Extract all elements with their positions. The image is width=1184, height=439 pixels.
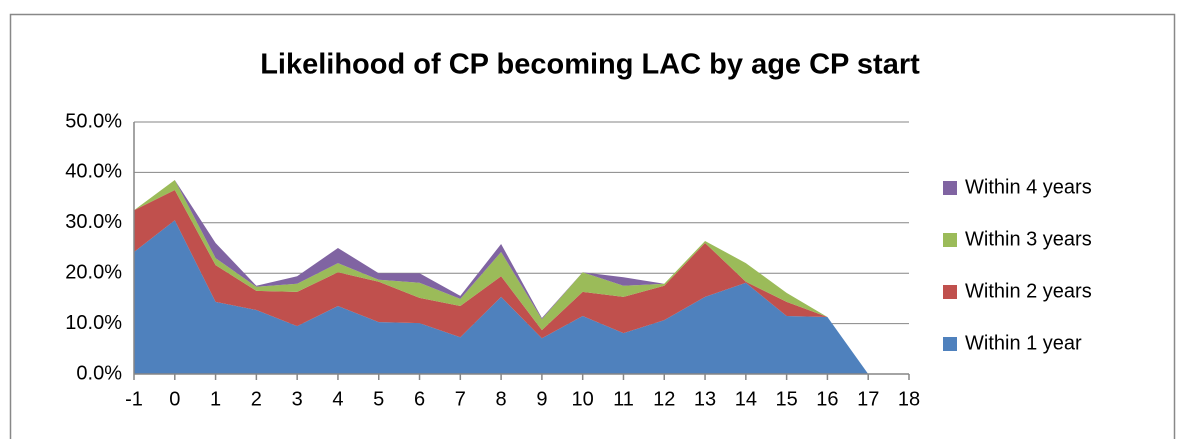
- x-tick-label: 6: [414, 388, 425, 410]
- y-tick-label: 50.0%: [65, 110, 122, 132]
- x-tick-label: 4: [332, 388, 343, 410]
- legend-swatch: [943, 285, 957, 299]
- legend-swatch: [943, 233, 957, 247]
- legend-swatch: [943, 181, 957, 195]
- x-tick-label: 15: [776, 388, 798, 410]
- x-tick-label: 12: [653, 388, 675, 410]
- y-tick-label: 0.0%: [76, 362, 122, 384]
- legend-label: Within 3 years: [965, 228, 1092, 250]
- x-tick-label: 10: [572, 388, 594, 410]
- x-tick-label: 1: [210, 388, 221, 410]
- y-tick-label: 30.0%: [65, 211, 122, 233]
- x-tick-label: 17: [857, 388, 879, 410]
- x-tick-label: 8: [496, 388, 507, 410]
- x-tick-label: 13: [694, 388, 716, 410]
- x-tick-label: 5: [373, 388, 384, 410]
- chart-frame: [9, 13, 1176, 439]
- x-tick-label: 3: [292, 388, 303, 410]
- x-tick-label: 18: [898, 388, 920, 410]
- y-tick-label: 40.0%: [65, 161, 122, 183]
- x-tick-label: 16: [816, 388, 838, 410]
- x-tick-label: 14: [735, 388, 757, 410]
- area: [134, 220, 869, 374]
- x-tick-label: 11: [613, 388, 634, 410]
- area: [134, 190, 869, 374]
- y-tick-label: 20.0%: [65, 261, 122, 283]
- x-tick-label: -1: [125, 388, 143, 410]
- y-tick-label: 10.0%: [65, 312, 122, 334]
- legend-label: Within 2 years: [965, 280, 1092, 302]
- legend-swatch: [943, 337, 957, 351]
- x-tick-label: 9: [536, 388, 547, 410]
- chart-title: Likelihood of CP becoming LAC by age CP …: [260, 49, 920, 81]
- x-tick-label: 2: [251, 388, 262, 410]
- legend-label: Within 1 year: [965, 332, 1082, 354]
- x-tick-label: 0: [169, 388, 180, 410]
- x-tick-label: 7: [455, 388, 466, 410]
- legend-label: Within 4 years: [965, 176, 1092, 198]
